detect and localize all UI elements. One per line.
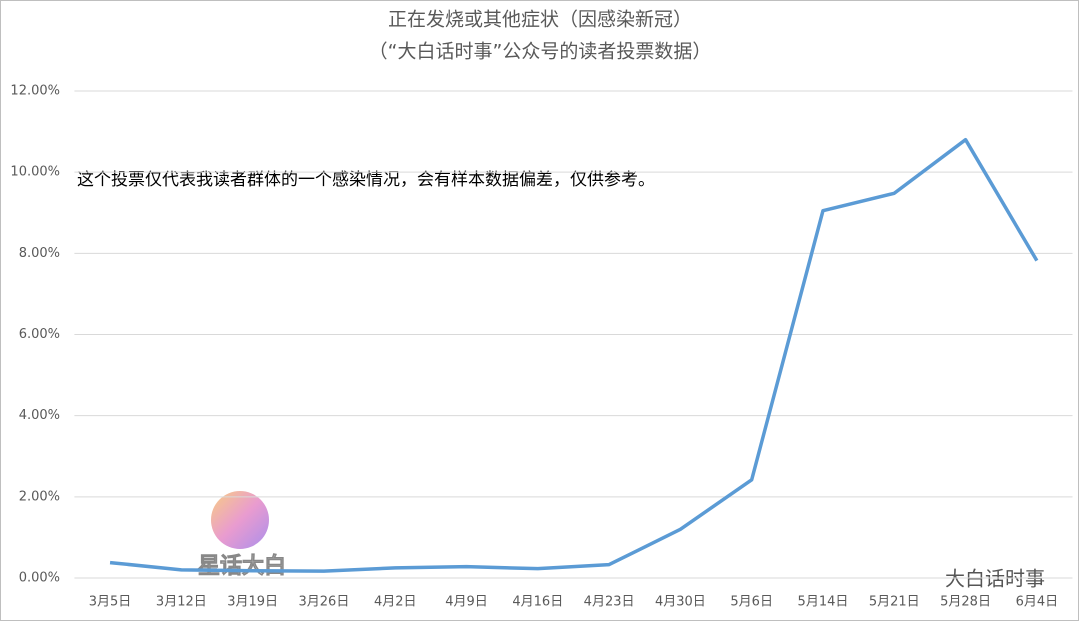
x-tick-label: 5月14日 <box>798 595 849 610</box>
y-tick-label: 8.00% <box>19 246 60 261</box>
annotation: 这个投票仅代表我读者群体的一个感染情况，会有样本数据偏差，仅供参考。 <box>77 170 655 190</box>
y-tick-label: 0.00% <box>19 571 60 586</box>
watermark: 星话大白 <box>198 553 286 579</box>
x-tick-label: 5月28日 <box>940 595 991 610</box>
y-tick-label: 4.00% <box>19 408 60 423</box>
watermark-logo <box>211 491 269 549</box>
y-tick-label: 2.00% <box>19 489 60 504</box>
x-tick-label: 6月4日 <box>1016 595 1059 610</box>
y-tick-label: 12.00% <box>10 84 60 99</box>
chart-title: 正在发烧或其他症状（因感染新冠） <box>388 9 692 31</box>
x-tick-label: 4月9日 <box>445 595 488 610</box>
x-tick-label: 4月16日 <box>512 595 563 610</box>
x-tick-label: 4月30日 <box>655 595 706 610</box>
data-line <box>109 137 1039 573</box>
x-tick-label: 5月21日 <box>869 595 920 610</box>
x-tick-label: 4月23日 <box>584 595 635 610</box>
x-tick-label: 3月12日 <box>156 595 207 610</box>
x-tick-label: 4月2日 <box>374 595 417 610</box>
chart-subtitle: （“大白话时事”公众号的读者投票数据） <box>369 41 712 63</box>
x-tick-label: 5月6日 <box>730 595 773 610</box>
x-tick-label: 3月5日 <box>89 595 132 610</box>
x-tick-label: 3月19日 <box>227 595 278 610</box>
x-tick-label: 3月26日 <box>299 595 350 610</box>
y-tick-label: 10.00% <box>10 165 60 180</box>
y-tick-label: 6.00% <box>19 327 60 342</box>
